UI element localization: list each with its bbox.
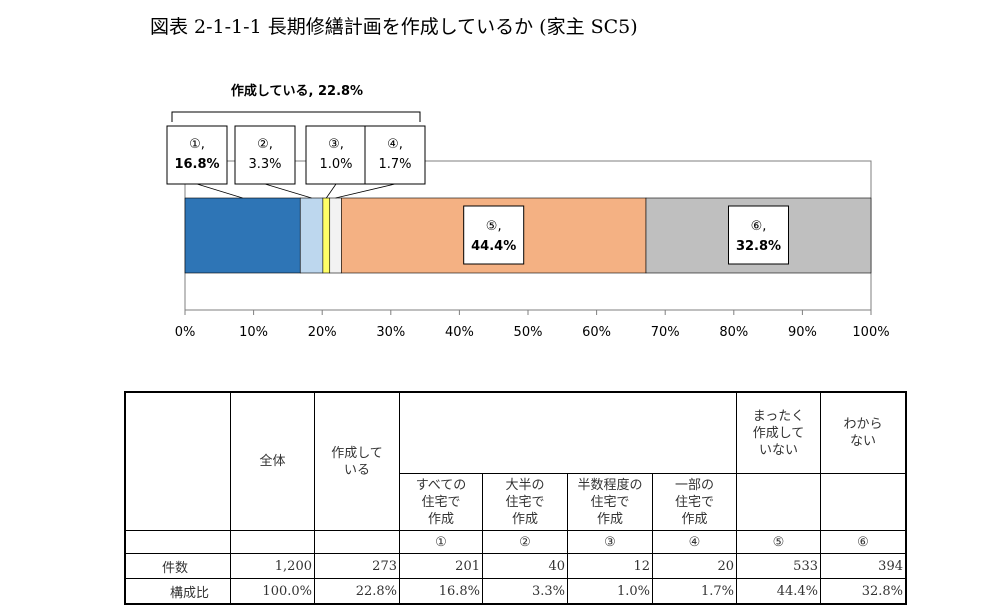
cell: 44.4% xyxy=(736,578,821,605)
table-corner xyxy=(124,391,231,531)
table-header-none: まったく 作成して いない xyxy=(736,391,821,474)
bar-segment-3 xyxy=(322,197,331,274)
data-label-box xyxy=(166,125,228,185)
tick-label: 90% xyxy=(788,325,817,340)
cell: 3.3% xyxy=(482,578,568,605)
cell: 201 xyxy=(399,553,483,579)
cell: 22.8% xyxy=(314,578,400,605)
header-text: まったく 作成して いない xyxy=(752,408,805,458)
tick-label: 10% xyxy=(239,325,268,340)
circled-4: ④ xyxy=(652,530,737,554)
tick-label: 20% xyxy=(308,325,337,340)
tick-label: 50% xyxy=(514,325,543,340)
data-table: 全体 作成して いる まったく 作成して いない わから ない すべての 住宅で 作成 大半… xyxy=(124,391,907,605)
row-label-count: 件数 xyxy=(124,553,231,579)
cell: 1.7% xyxy=(652,578,737,605)
data-label-id: ③, xyxy=(328,137,344,152)
table-row: 件数 1,200 273 201 40 12 20 533 394 xyxy=(124,553,907,579)
leader-line xyxy=(264,183,312,199)
cell: 40 xyxy=(482,553,568,579)
group-bracket xyxy=(171,111,421,122)
data-label-box xyxy=(727,205,789,265)
data-label-id: ⑤, xyxy=(486,219,502,234)
data-label-id: ⑥, xyxy=(751,219,767,234)
cell: 20 xyxy=(652,553,737,579)
data-label-box xyxy=(364,125,426,185)
table-header-some: 一部の 住宅で 作成 xyxy=(652,473,737,531)
data-label-box xyxy=(305,125,367,185)
cell: 1.0% xyxy=(567,578,653,605)
bar-segment-2 xyxy=(299,197,324,274)
table-row: 構成比 100.0% 22.8% 16.8% 3.3% 1.0% 1.7% 44… xyxy=(124,578,907,605)
header-text: 半数程度の 住宅で 作成 xyxy=(577,477,643,527)
circled-3: ③ xyxy=(567,530,653,554)
cell: 1,200 xyxy=(230,553,315,579)
header-text: 全体 xyxy=(259,454,286,469)
tick-label: 0% xyxy=(175,325,196,340)
cell: 12 xyxy=(567,553,653,579)
cell: 394 xyxy=(820,553,907,579)
circled-6: ⑥ xyxy=(820,530,907,554)
group-label: 作成している, 22.8% xyxy=(231,83,363,99)
circled-5: ⑤ xyxy=(736,530,821,554)
tick-label: 30% xyxy=(376,325,405,340)
header-text: わから ない xyxy=(843,417,883,449)
tick-label: 70% xyxy=(651,325,680,340)
tick-label: 60% xyxy=(582,325,611,340)
header-text: 一部の 住宅で 作成 xyxy=(674,477,714,527)
data-label-value: 3.3% xyxy=(248,157,281,172)
table-header-most: 大半の 住宅で 作成 xyxy=(482,473,568,531)
header-text: 大半の 住宅で 作成 xyxy=(505,477,545,527)
data-label-value: 44.4% xyxy=(471,239,516,254)
header-text: 作成して いる xyxy=(331,445,383,478)
chart-title: 図表 2-1-1-1 長期修繕計画を作成しているか (家主 SC5) xyxy=(150,16,638,38)
row-label-ratio: 構成比 xyxy=(124,578,231,605)
tick-label: 100% xyxy=(852,325,889,340)
table-header-unknown: わから ない xyxy=(820,391,907,474)
table-header-all: すべての 住宅で 作成 xyxy=(399,473,483,531)
cell: 100.0% xyxy=(230,578,315,605)
table-header-total: 全体 xyxy=(230,391,315,531)
cell: 32.8% xyxy=(820,578,907,605)
cell: 16.8% xyxy=(399,578,483,605)
data-label-box xyxy=(234,125,296,185)
data-label-id: ②, xyxy=(257,137,273,152)
leader-line xyxy=(196,183,243,199)
table-header-group xyxy=(399,391,737,474)
tick-label: 80% xyxy=(719,325,748,340)
cell: 273 xyxy=(314,553,400,579)
leader-line xyxy=(335,183,396,199)
leader-line xyxy=(325,183,337,199)
table-header-half: 半数程度の 住宅で 作成 xyxy=(567,473,653,531)
data-label-box xyxy=(463,205,525,265)
tick-label: 40% xyxy=(445,325,474,340)
stacked-bar-chart: 0% 10% 20% 30% 40% 50% 60% 70% 80% 90% 100% ①, 16.8… xyxy=(166,83,890,340)
data-label-value: 1.0% xyxy=(319,157,352,172)
data-label-value: 1.7% xyxy=(378,157,411,172)
data-label-id: ④, xyxy=(387,137,403,152)
data-label-value: 32.8% xyxy=(736,239,781,254)
table-header-made: 作成して いる xyxy=(314,391,400,531)
cell: 533 xyxy=(736,553,821,579)
bar-segment-4 xyxy=(329,197,342,274)
bar-segment-1 xyxy=(184,197,301,274)
data-label-id: ①, xyxy=(189,137,205,152)
circled-1: ① xyxy=(399,530,483,554)
circled-2: ② xyxy=(482,530,568,554)
data-label-value: 16.8% xyxy=(174,157,219,172)
header-text: すべての 住宅で 作成 xyxy=(415,477,467,527)
